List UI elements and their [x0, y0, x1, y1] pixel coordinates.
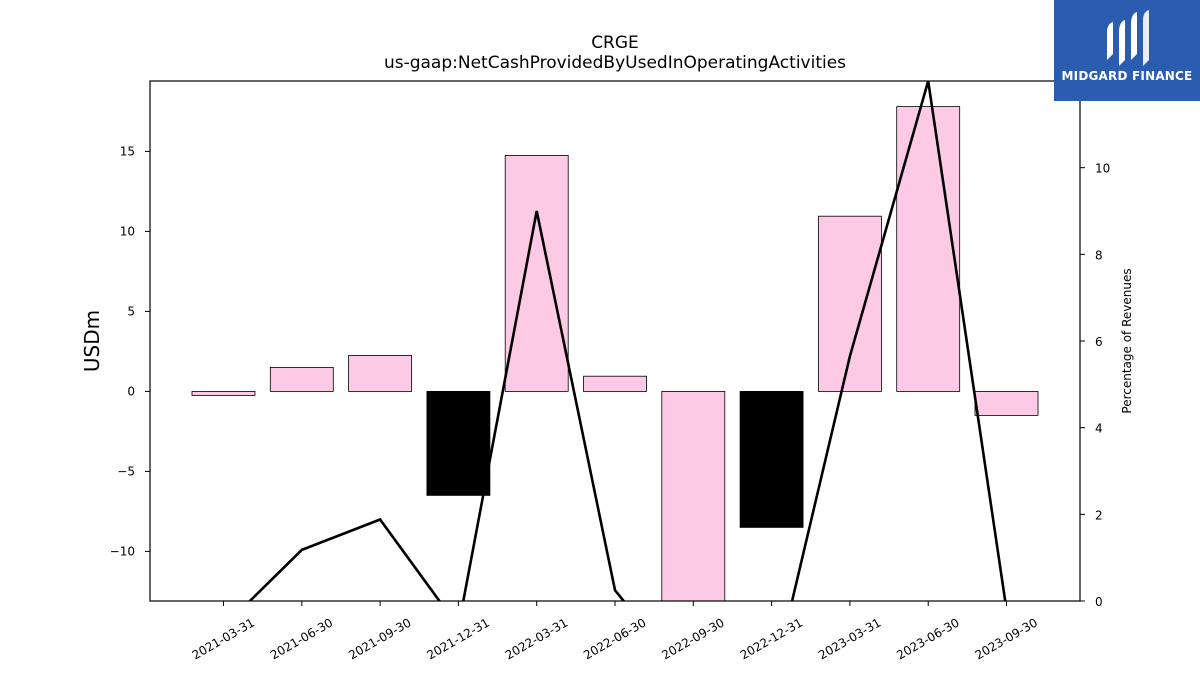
x-tick-label: 2021-12-31	[424, 615, 491, 662]
bar	[191, 390, 256, 396]
bar	[504, 154, 569, 392]
percentage-line	[248, 80, 1007, 601]
x-tick-label: 2021-06-30	[268, 615, 335, 662]
x-tick-label: 2022-09-30	[659, 615, 726, 662]
bar	[348, 354, 413, 392]
chart-subtitle: us-gaap:NetCashProvidedByUsedInOperating…	[384, 53, 846, 73]
bar	[896, 106, 961, 392]
y-tick-label: −10	[110, 544, 135, 558]
y2-tick-label: 0	[1095, 595, 1103, 609]
y2-tick-label: 8	[1095, 248, 1103, 262]
logo-text: MIDGARD FINANCE	[1061, 69, 1193, 83]
x-tick-label: 2022-03-31	[503, 615, 570, 662]
midgard-finance-logo: MIDGARD FINANCE	[1054, 0, 1200, 101]
bar	[583, 375, 647, 392]
x-tick-label: 2022-12-31	[738, 615, 805, 662]
y2-tick-label: 2	[1095, 508, 1103, 522]
x-tick-label: 2023-09-30	[973, 615, 1040, 662]
y2-axis-label: Percentage of Revenues	[1120, 268, 1134, 413]
bar	[739, 390, 804, 528]
bar	[661, 390, 726, 602]
y-tick-label: 10	[120, 224, 135, 238]
y2-tick-label: 6	[1095, 335, 1103, 349]
y-tick-label: 15	[120, 144, 135, 158]
x-tick-label: 2021-03-31	[190, 615, 257, 662]
x-tick-label: 2021-09-30	[346, 615, 413, 662]
chart-title: CRGE	[591, 33, 639, 53]
bar	[426, 390, 491, 496]
logo-mark-icon	[1107, 10, 1149, 66]
bar	[974, 390, 1039, 416]
x-tick-label: 2023-06-30	[894, 615, 961, 662]
x-tick-label: 2022-06-30	[581, 615, 648, 662]
y2-tick-label: 10	[1095, 162, 1110, 176]
bar	[269, 366, 334, 392]
y2-tick-label: 4	[1095, 422, 1103, 436]
bar	[818, 215, 882, 392]
y-tick-label: −5	[117, 464, 135, 478]
x-tick-label: 2023-03-31	[816, 615, 883, 662]
y-tick-label: 0	[127, 384, 135, 398]
y-axis-label: USDm	[80, 310, 104, 372]
y-tick-label: 5	[127, 304, 135, 318]
